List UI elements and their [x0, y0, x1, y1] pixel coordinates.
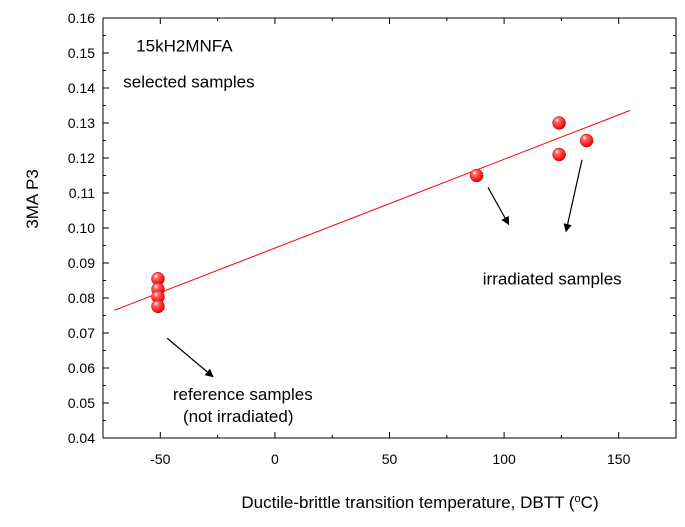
- x-tick-label: 100: [492, 451, 516, 467]
- y-tick-label: 0.06: [68, 360, 95, 376]
- annotation-arrow: [487, 187, 510, 226]
- points-group: [151, 116, 594, 314]
- fit-line: [114, 109, 631, 311]
- y-tick-label: 0.07: [68, 325, 95, 341]
- x-axis-title-main: Ductile-brittle transition temperature, …: [241, 493, 575, 512]
- y-tick-label: 0.15: [68, 45, 95, 61]
- y-tick-label: 0.13: [68, 115, 95, 131]
- data-point: [151, 299, 165, 314]
- x-tick-label: 150: [607, 451, 631, 467]
- x-tick-label: 0: [271, 451, 279, 467]
- annotation-text: (not irradiated): [183, 407, 294, 426]
- y-tick-label: 0.09: [68, 255, 95, 271]
- y-tick-label: 0.16: [68, 10, 95, 26]
- x-axis: -50 0 50 100 150: [102, 18, 677, 467]
- x-axis-title-degree: o: [575, 493, 581, 505]
- data-point: [552, 116, 566, 130]
- annotation-text: irradiated samples: [483, 270, 622, 289]
- y-tick-label: 0.10: [68, 220, 95, 236]
- annotation-arrow: [563, 159, 583, 233]
- annotation-text: selected samples: [123, 73, 254, 92]
- y-tick-label: 0.14: [68, 80, 95, 96]
- annotation-text: reference samples: [173, 385, 313, 404]
- y-tick-label: 0.11: [69, 185, 95, 201]
- fit-line-group: [114, 109, 631, 311]
- data-point: [552, 147, 566, 162]
- y-tick-label: 0.08: [68, 290, 95, 306]
- x-axis-title: Ductile-brittle transition temperature, …: [241, 493, 598, 512]
- y-axis-title: 3MA P3: [23, 169, 42, 229]
- y-tick-label: 0.04: [68, 430, 95, 446]
- data-point: [579, 133, 594, 148]
- y-tick-label: 0.12: [68, 150, 95, 166]
- x-axis-title-unit: C): [581, 493, 599, 512]
- x-tick-label: -50: [150, 451, 170, 467]
- y-tick-label: 0.05: [68, 395, 95, 411]
- annotations-group: 15kH2MNFA selected samples irradiated samp…: [123, 37, 621, 426]
- annotation-arrow: [166, 337, 214, 378]
- x-tick-label: 50: [382, 451, 398, 467]
- y-axis: 0.04 0.05 0.06 0.07 0.08 0.09 0.10 0.11 0.12 0.13…: [68, 10, 676, 446]
- annotation-text: 15kH2MNFA: [136, 37, 233, 56]
- arrows-group: [166, 159, 583, 378]
- data-point: [469, 168, 484, 183]
